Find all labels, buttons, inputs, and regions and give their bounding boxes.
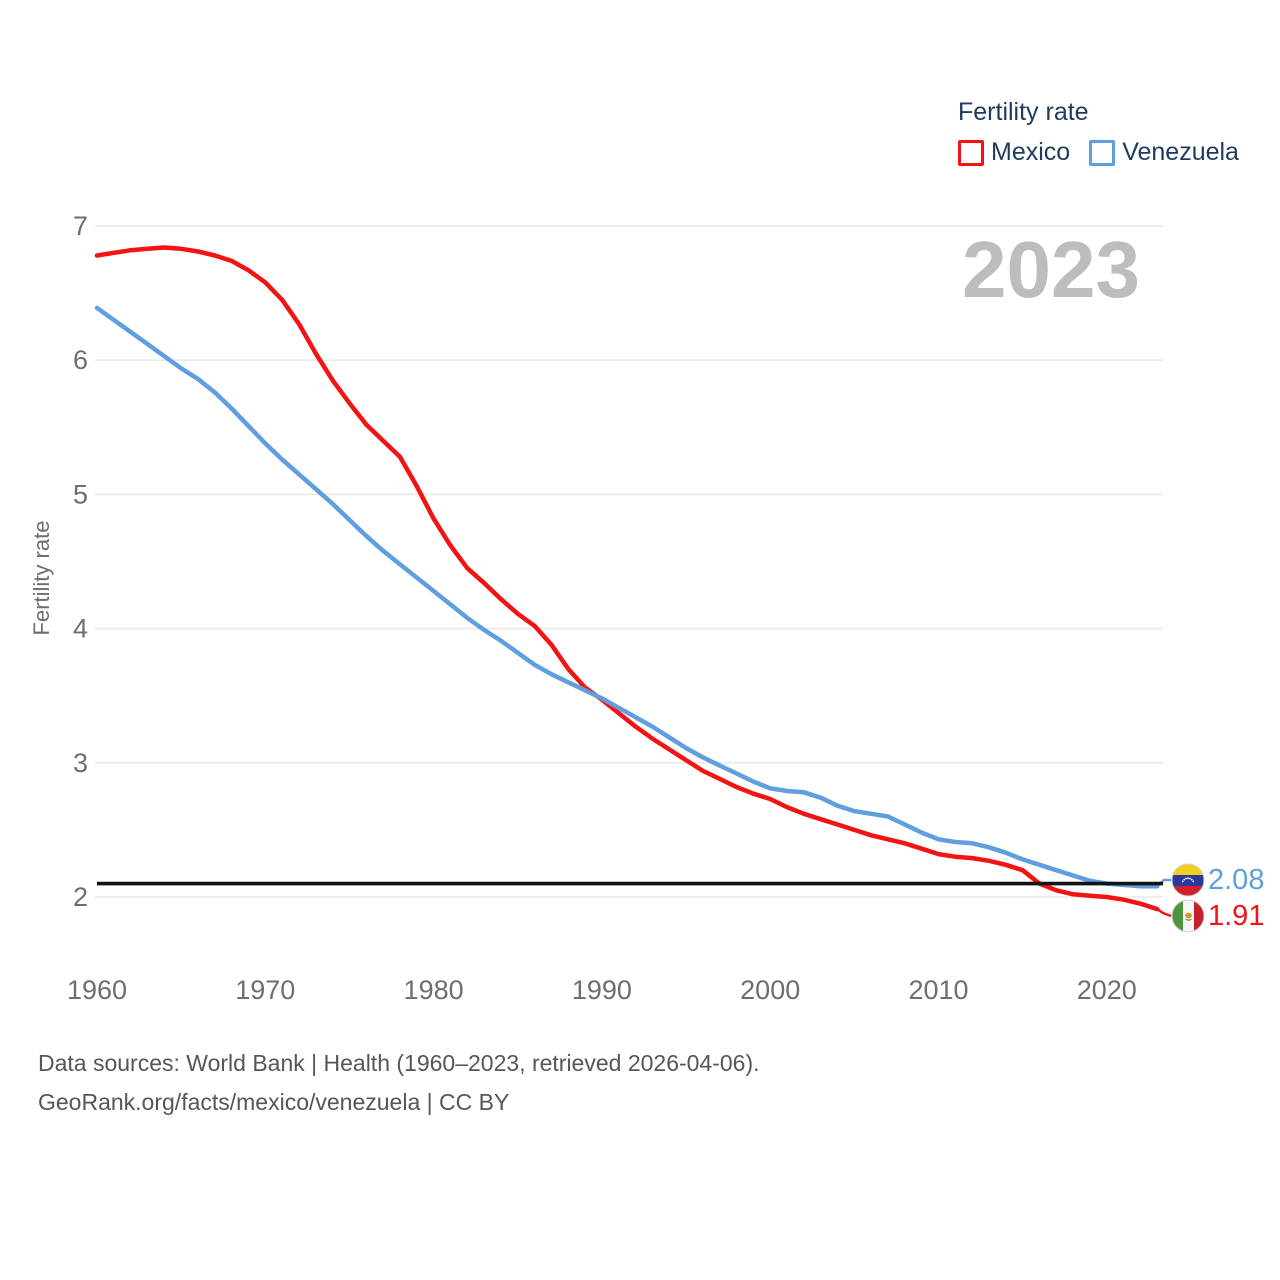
x-tick-label: 1970 [235, 975, 295, 1005]
mexico-flag-icon [1171, 899, 1205, 933]
mexico-leader-line [1156, 908, 1172, 918]
venezuela-flag-icon [1171, 863, 1205, 897]
legend-item-venezuela[interactable]: Venezuela [1089, 138, 1239, 167]
y-tick-label: 6 [73, 345, 88, 375]
legend-label-venezuela: Venezuela [1122, 138, 1239, 166]
venezuela-line [94, 305, 1160, 889]
x-tick-label: 2010 [908, 975, 968, 1005]
y-tick-label: 7 [73, 211, 88, 241]
x-tick-label: 1980 [404, 975, 464, 1005]
legend-item-mexico[interactable]: Mexico [958, 138, 1070, 167]
x-tick-label: 1960 [67, 975, 127, 1005]
mexico-swatch-icon [958, 139, 984, 166]
legend: Fertility rate Mexico Venezuela [958, 98, 1239, 167]
venezuela-end-value: 2.08 [1208, 864, 1265, 896]
attribution-line: GeoRank.org/facts/mexico/venezuela | CC … [38, 1089, 510, 1115]
year-watermark: 2023 [962, 225, 1140, 314]
y-tick-label: 3 [73, 748, 88, 778]
x-tick-label: 2020 [1077, 975, 1137, 1005]
y-tick-label: 4 [73, 614, 88, 644]
footer: Data sources: World Bank | Health (1960–… [38, 1044, 760, 1122]
x-tick-label: 2000 [740, 975, 800, 1005]
y-tick-label: 5 [73, 479, 88, 509]
y-axis-tick-labels: 7 6 5 4 3 2 [73, 211, 88, 912]
y-tick-label: 2 [73, 882, 88, 912]
mexico-line [94, 245, 1160, 912]
gridlines [95, 225, 1163, 898]
x-tick-label: 1990 [572, 975, 632, 1005]
x-axis-tick-labels: 1960 1970 1980 1990 2000 2010 2020 [67, 975, 1137, 1005]
legend-title: Fertility rate [958, 98, 1089, 126]
venezuela-swatch-icon [1089, 139, 1116, 166]
legend-label-mexico: Mexico [991, 138, 1071, 166]
mexico-end-value: 1.91 [1208, 900, 1265, 932]
data-sources-line: Data sources: World Bank | Health (1960–… [38, 1050, 760, 1076]
y-axis-title: Fertility rate [29, 520, 54, 636]
